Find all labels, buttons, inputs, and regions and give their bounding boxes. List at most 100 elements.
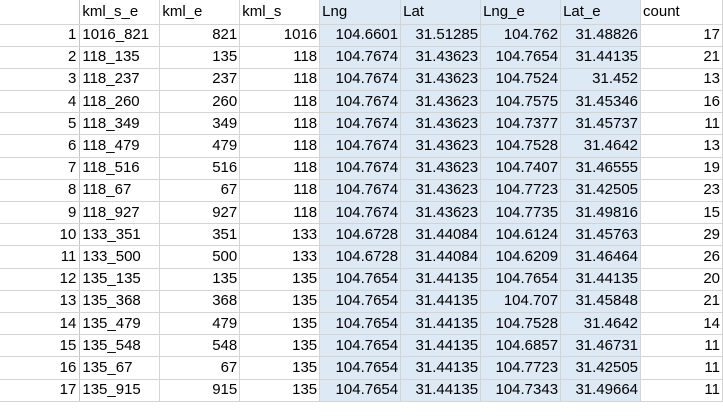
cell-lat[interactable]: 31.43623 [400,134,482,158]
row-number[interactable]: 1 [0,24,81,47]
row-number[interactable]: 2 [0,46,81,69]
cell-lng[interactable]: 104.7654 [319,379,402,402]
cell-kml-e[interactable]: 135 [159,268,241,291]
cell-lng[interactable]: 104.7674 [319,179,402,203]
cell-lat-e[interactable]: 31.44135 [560,46,642,69]
cell-lng-e[interactable]: 104.707 [480,290,562,313]
corner-cell[interactable] [0,0,81,25]
cell-lat[interactable]: 31.44135 [400,268,482,291]
cell-count[interactable]: 11 [640,334,723,358]
cell-kml-e[interactable]: 67 [159,179,241,203]
header-cell-kml-s-e[interactable]: kml_s_e [79,0,161,25]
cell-kml-s[interactable]: 135 [239,356,321,380]
cell-lat[interactable]: 31.43623 [400,68,482,92]
cell-lng[interactable]: 104.7674 [319,201,402,225]
cell-count[interactable]: 15 [640,201,723,225]
cell-kml-e[interactable]: 368 [159,290,241,313]
cell-lng[interactable]: 104.7674 [319,68,402,92]
cell-kml-s-e[interactable]: 118_260 [79,90,161,114]
cell-lng-e[interactable]: 104.762 [480,24,562,47]
cell-kml-s-e[interactable]: 135_548 [79,334,161,358]
cell-kml-s[interactable]: 118 [239,201,321,225]
cell-lat-e[interactable]: 31.45763 [560,223,642,247]
row-number[interactable]: 8 [0,179,81,203]
cell-lat[interactable]: 31.43623 [400,112,482,136]
cell-kml-e[interactable]: 548 [159,334,241,358]
row-number[interactable]: 3 [0,68,81,92]
cell-lat-e[interactable]: 31.4642 [560,312,642,336]
cell-lat-e[interactable]: 31.45737 [560,112,642,136]
cell-kml-s-e[interactable]: 1016_821 [79,24,161,47]
row-number[interactable]: 7 [0,157,81,180]
cell-count[interactable]: 13 [640,134,723,158]
row-number[interactable]: 16 [0,356,81,380]
cell-lat[interactable]: 31.43623 [400,179,482,203]
cell-lat[interactable]: 31.43623 [400,157,482,180]
cell-count[interactable]: 21 [640,46,723,69]
cell-kml-e[interactable]: 351 [159,223,241,247]
cell-count[interactable]: 11 [640,379,723,402]
header-cell-kml-e[interactable]: kml_e [159,0,241,25]
cell-kml-s-e[interactable]: 135_67 [79,356,161,380]
cell-lat[interactable]: 31.43623 [400,90,482,114]
cell-kml-e[interactable]: 516 [159,157,241,180]
cell-kml-s-e[interactable]: 118_927 [79,201,161,225]
cell-kml-e[interactable]: 237 [159,68,241,92]
cell-kml-s[interactable]: 133 [239,223,321,247]
cell-kml-s-e[interactable]: 135_479 [79,312,161,336]
cell-lat-e[interactable]: 31.45848 [560,290,642,313]
cell-count[interactable]: 11 [640,356,723,380]
row-number[interactable]: 4 [0,90,81,114]
cell-count[interactable]: 16 [640,90,723,114]
cell-kml-e[interactable]: 500 [159,245,241,269]
cell-lat[interactable]: 31.44084 [400,245,482,269]
cell-kml-s-e[interactable]: 118_516 [79,157,161,180]
cell-lat-e[interactable]: 31.44135 [560,268,642,291]
cell-lng[interactable]: 104.6728 [319,245,402,269]
row-number[interactable]: 17 [0,379,81,402]
header-cell-lng-e[interactable]: Lng_e [480,0,562,25]
cell-lng-e[interactable]: 104.7654 [480,46,562,69]
cell-kml-s-e[interactable]: 135_368 [79,290,161,313]
cell-kml-s-e[interactable]: 133_351 [79,223,161,247]
header-cell-lat-e[interactable]: Lat_e [560,0,642,25]
cell-kml-e[interactable]: 479 [159,312,241,336]
cell-kml-s[interactable]: 118 [239,68,321,92]
cell-lat-e[interactable]: 31.452 [560,68,642,92]
cell-kml-s[interactable]: 118 [239,134,321,158]
row-number[interactable]: 11 [0,245,81,269]
cell-kml-s[interactable]: 118 [239,157,321,180]
cell-lng[interactable]: 104.7674 [319,90,402,114]
cell-lat-e[interactable]: 31.4642 [560,134,642,158]
cell-lng-e[interactable]: 104.7528 [480,312,562,336]
cell-kml-s[interactable]: 133 [239,245,321,269]
cell-kml-e[interactable]: 349 [159,112,241,136]
cell-lng-e[interactable]: 104.7723 [480,356,562,380]
row-number[interactable]: 6 [0,134,81,158]
cell-kml-e[interactable]: 135 [159,46,241,69]
cell-kml-s[interactable]: 1016 [239,24,321,47]
cell-count[interactable]: 11 [640,112,723,136]
cell-lat[interactable]: 31.51285 [400,24,482,47]
cell-lng[interactable]: 104.7674 [319,157,402,180]
header-cell-lat[interactable]: Lat [400,0,482,25]
cell-lng[interactable]: 104.6728 [319,223,402,247]
cell-lat-e[interactable]: 31.46464 [560,245,642,269]
cell-lng-e[interactable]: 104.7524 [480,68,562,92]
cell-lat-e[interactable]: 31.49816 [560,201,642,225]
cell-kml-s-e[interactable]: 118_67 [79,179,161,203]
cell-kml-e[interactable]: 915 [159,379,241,402]
cell-count[interactable]: 14 [640,312,723,336]
cell-lat[interactable]: 31.43623 [400,201,482,225]
cell-lng[interactable]: 104.7654 [319,268,402,291]
cell-lng-e[interactable]: 104.6209 [480,245,562,269]
header-cell-lng[interactable]: Lng [319,0,402,25]
cell-lng-e[interactable]: 104.7654 [480,268,562,291]
cell-count[interactable]: 23 [640,179,723,203]
cell-count[interactable]: 21 [640,290,723,313]
cell-lng[interactable]: 104.7654 [319,290,402,313]
cell-count[interactable]: 20 [640,268,723,291]
cell-kml-e[interactable]: 67 [159,356,241,380]
cell-kml-e[interactable]: 927 [159,201,241,225]
cell-lng[interactable]: 104.7654 [319,312,402,336]
